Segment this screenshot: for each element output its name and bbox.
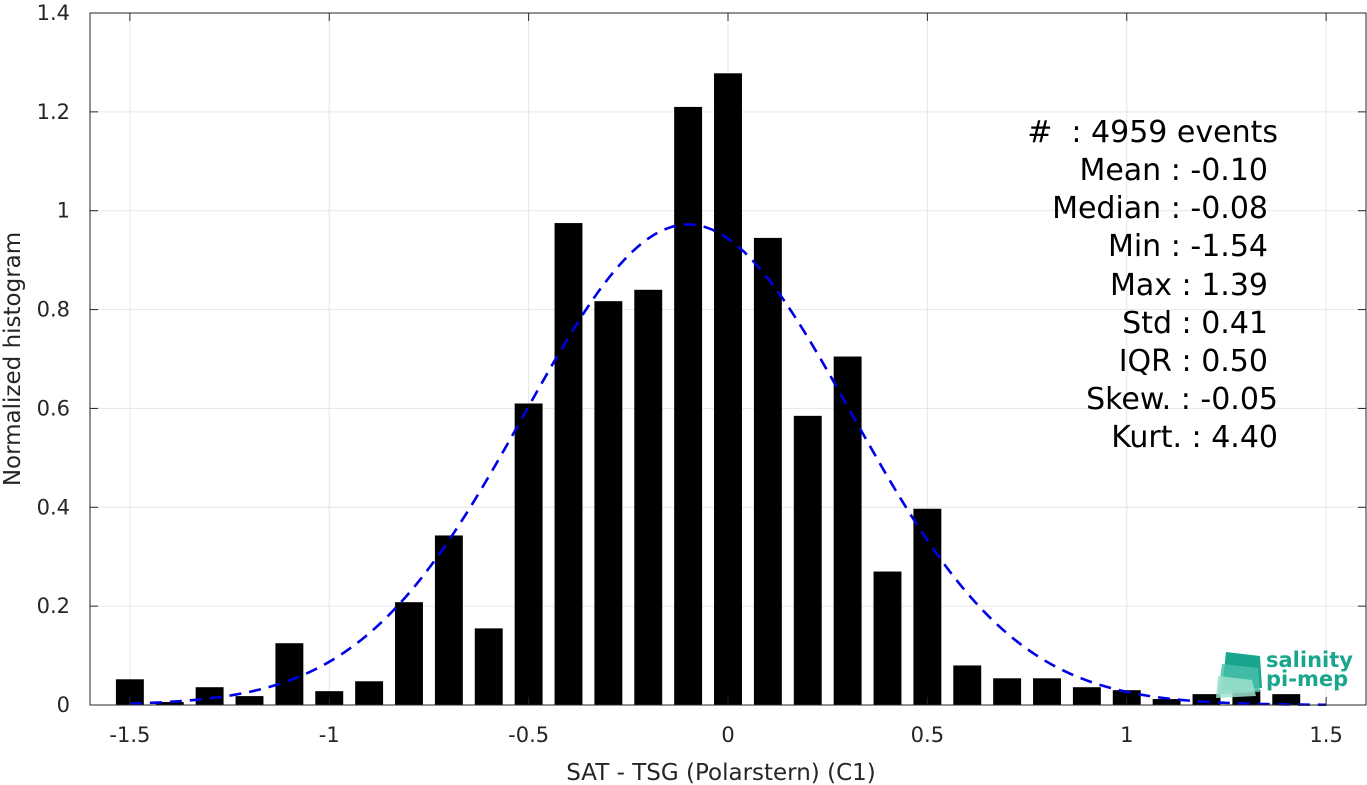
histogram-bar — [434, 535, 463, 705]
histogram-bar — [235, 696, 264, 705]
x-tick-label: 1.5 — [1309, 723, 1342, 747]
y-tick-label: 1.4 — [37, 1, 70, 25]
histogram-bar — [275, 643, 304, 705]
histogram-bar — [674, 106, 703, 705]
stat-max: Max : 1.39 — [1110, 268, 1268, 303]
histogram-bar — [474, 628, 503, 705]
histogram-bar — [1192, 694, 1221, 705]
x-tick-label: 0 — [721, 723, 734, 747]
logo-line1: salinity — [1266, 648, 1353, 672]
y-axis-label: Normalized histogram — [0, 232, 26, 486]
y-tick-label: 1.2 — [37, 100, 70, 124]
stat-std: Std : 0.41 — [1122, 306, 1268, 341]
logo-mark-icon — [1216, 652, 1262, 698]
stat-events: # : 4959 events — [1027, 115, 1278, 150]
histogram-bar — [833, 356, 862, 705]
histogram-bar — [514, 403, 543, 705]
y-tick-label: 0.6 — [37, 396, 70, 420]
histogram-bar — [355, 681, 384, 705]
histogram-bar — [155, 702, 184, 705]
x-tick-label: -1 — [319, 723, 340, 747]
histogram-bar — [793, 415, 822, 705]
x-axis-label: SAT - TSG (Polarstern) (C1) — [566, 760, 875, 785]
histogram-bar — [554, 223, 583, 706]
histogram-bar — [1033, 678, 1061, 705]
y-tick-label: 0 — [57, 693, 70, 717]
x-tick-label: 0.5 — [911, 723, 944, 747]
y-tick-label: 1 — [57, 199, 70, 223]
gaussian-fit-curve — [129, 223, 1327, 707]
y-tick-label: 0.8 — [37, 298, 70, 322]
histogram-bar — [1272, 694, 1301, 705]
histogram-bar — [993, 678, 1022, 705]
histogram-bar — [1072, 687, 1101, 705]
histogram-bar — [953, 665, 982, 705]
x-tick-label: -0.5 — [508, 723, 549, 747]
histogram-bar — [753, 237, 782, 705]
histogram-bar — [594, 301, 623, 705]
y-tick-label: 0.2 — [37, 594, 70, 618]
histogram-bar — [714, 73, 742, 705]
logo-line2: pi-mep — [1266, 667, 1348, 691]
histogram-bar — [873, 571, 902, 705]
stats-box: # : 4959 events Mean : -0.10 Median : -0… — [1027, 115, 1278, 455]
histogram-bar — [1152, 699, 1181, 705]
histogram-bar — [195, 687, 224, 705]
histogram-bar — [395, 602, 423, 705]
stat-kurt: Kurt. : 4.40 — [1111, 420, 1278, 455]
x-tick-label: 1 — [1120, 723, 1133, 747]
stat-min: Min : -1.54 — [1108, 229, 1268, 264]
x-axis-ticks: -1.5 -1 -0.5 0 0.5 1 1.5 — [109, 13, 1343, 747]
y-tick-label: 0.4 — [37, 495, 70, 519]
stat-iqr: IQR : 0.50 — [1119, 344, 1268, 379]
salinity-pimep-logo: salinity pi-mep — [1216, 648, 1353, 698]
y-axis-ticks: 0 0.2 0.4 0.6 0.8 1 1.2 1.4 — [37, 1, 1366, 717]
x-tick-label: -1.5 — [109, 723, 150, 747]
stat-mean: Mean : -0.10 — [1079, 153, 1268, 188]
stat-median: Median : -0.08 — [1052, 191, 1268, 226]
histogram-bar — [634, 289, 663, 705]
stat-skew: Skew. : -0.05 — [1086, 382, 1278, 417]
histogram-bars — [115, 73, 1301, 706]
